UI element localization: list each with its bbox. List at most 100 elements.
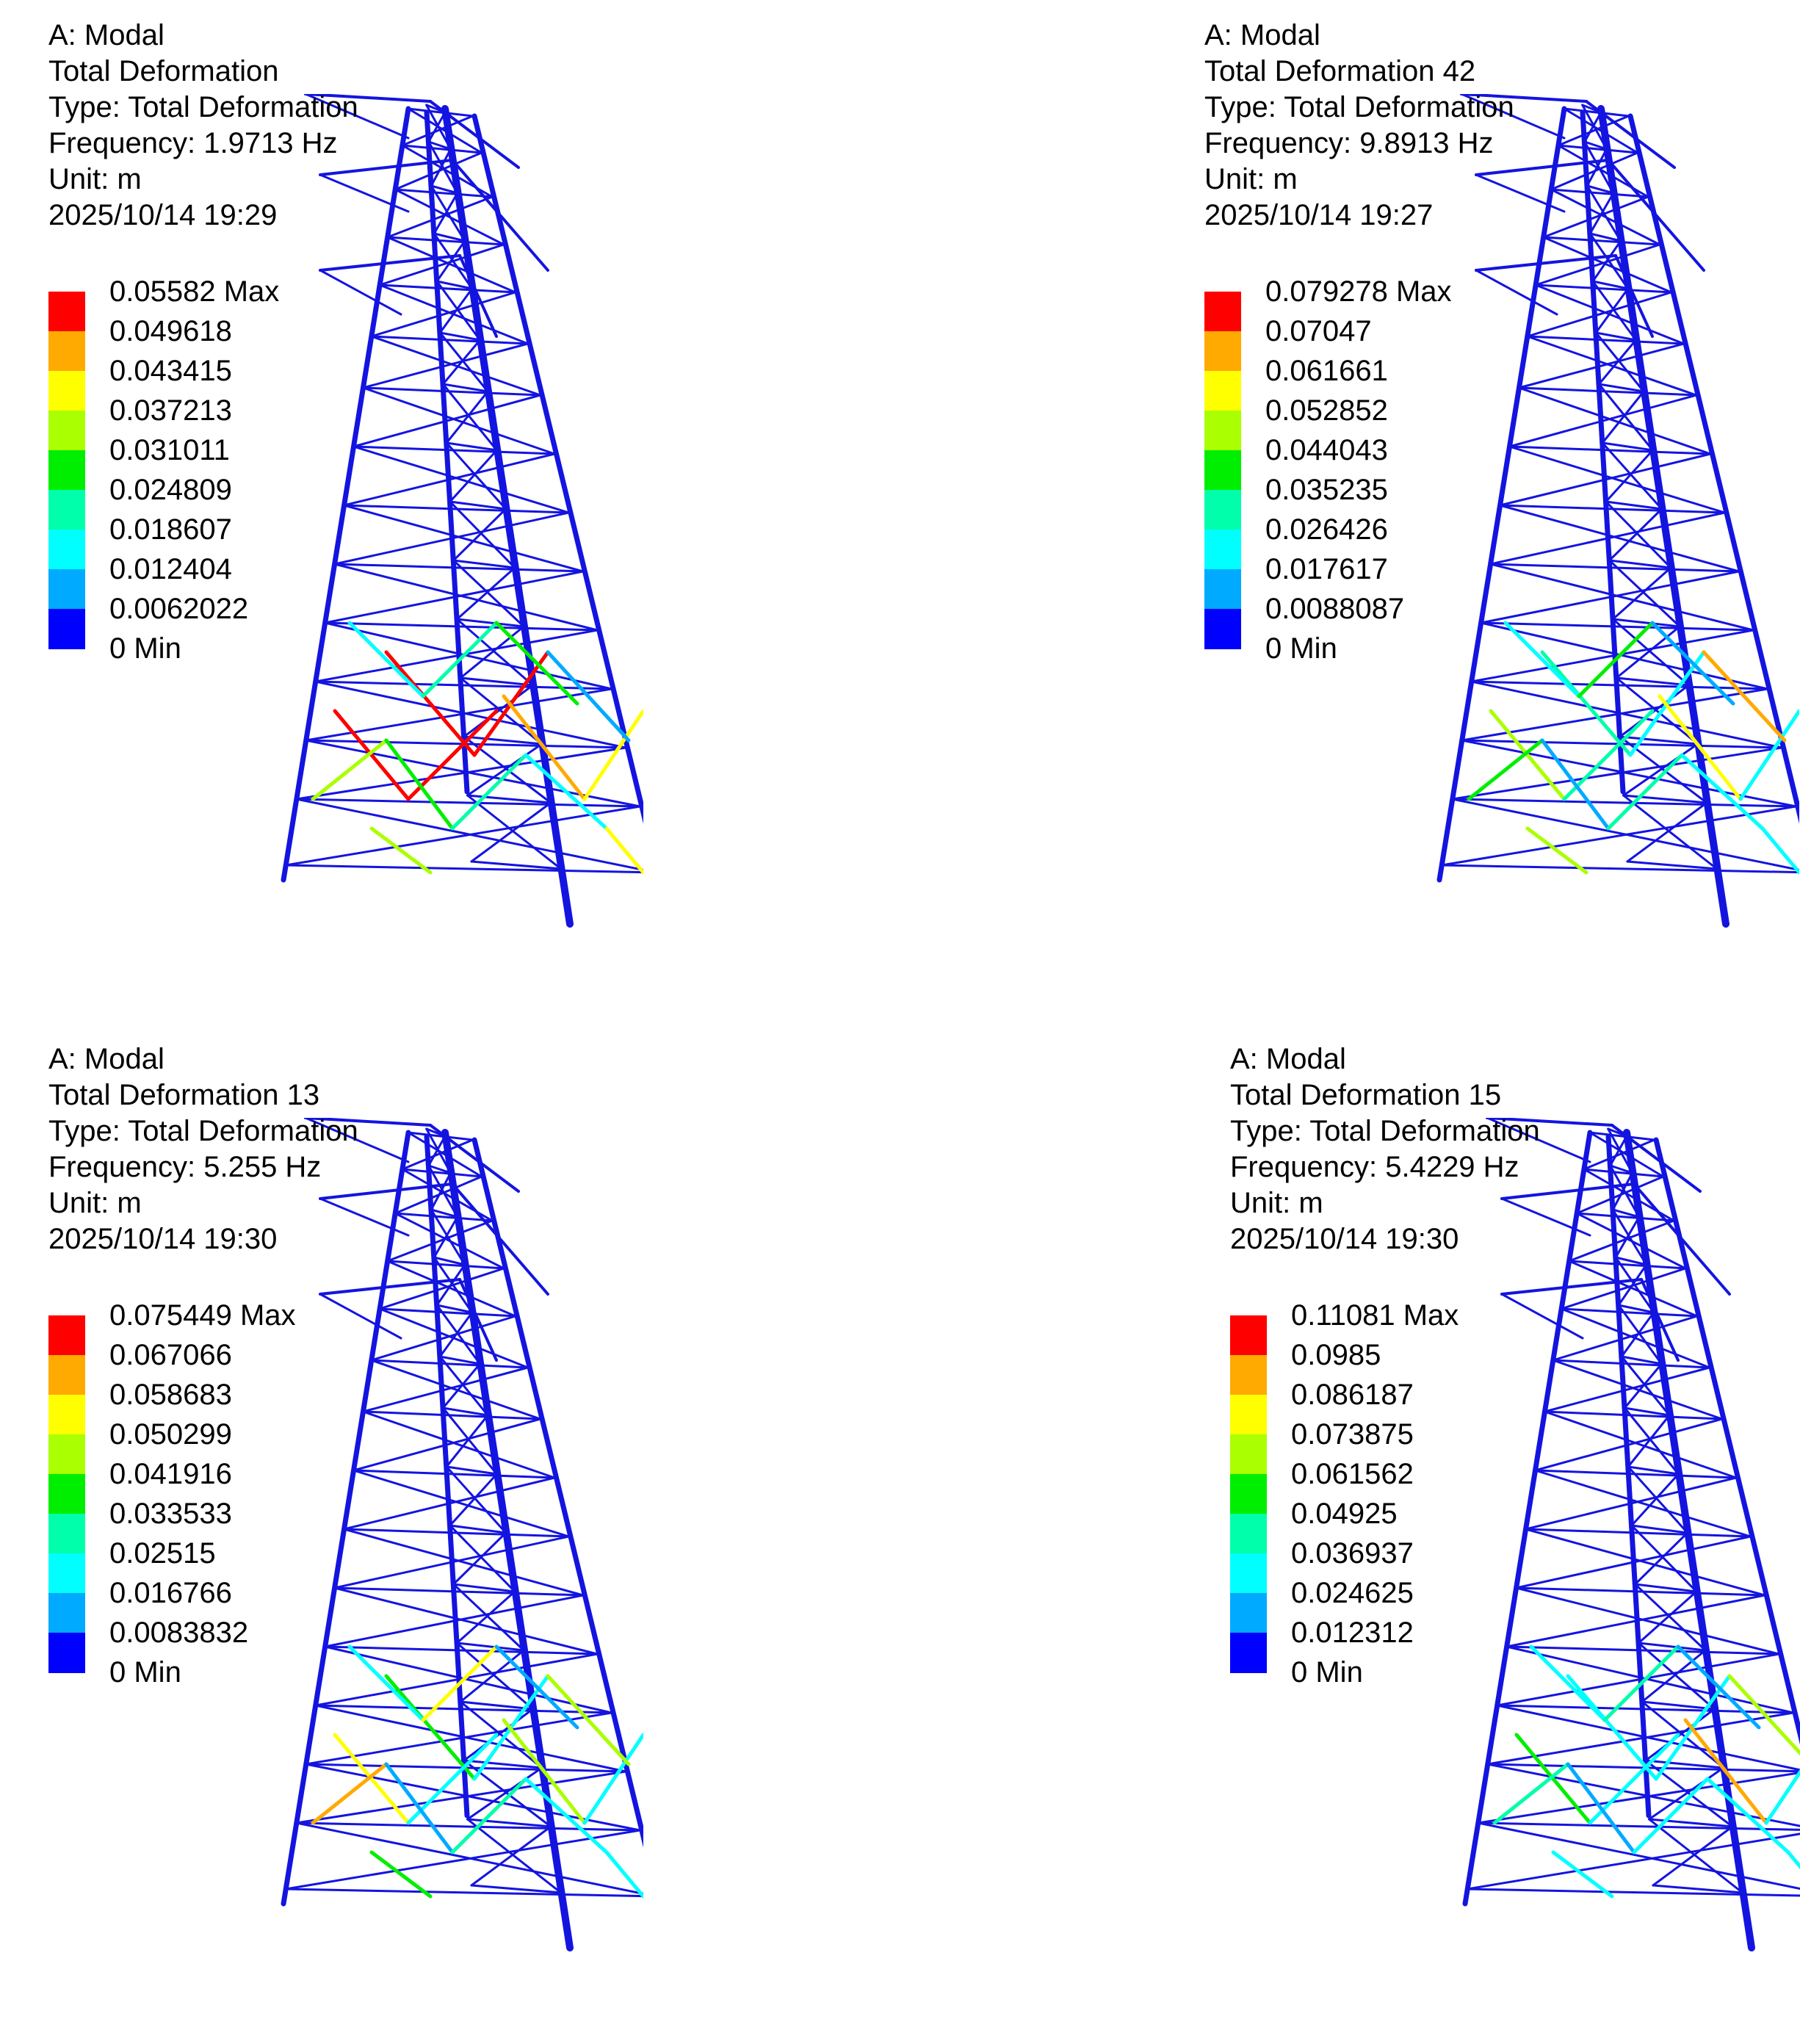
legend-swatch [48,530,85,570]
tower-brace [455,1590,516,1644]
legend-value-min: 0 Min [109,1656,181,1689]
tower-horizontal [1506,1645,1780,1655]
tower-leg [1605,1133,1652,1819]
legend-value: 0.026426 [1265,513,1388,546]
tower-brace [1594,331,1645,393]
legend-swatch [48,1514,85,1554]
legend-value: 0.050299 [109,1418,232,1451]
tower-leg [1462,1130,1593,1907]
tower-brace [1583,1138,1656,1171]
tower-deformation-plot [281,1118,643,1951]
legend-value: 0.036937 [1291,1537,1414,1570]
tower-brace [427,111,447,143]
legend-value: 0.018607 [109,513,232,546]
tower-brace [353,445,570,514]
tower-brace [1605,500,1672,569]
mode-frequency: Frequency: 9.8913 Hz [1204,127,1494,159]
tower-brace [1534,243,1661,286]
legend-value: 0.07047 [1265,315,1372,347]
tower-horizontal [314,680,613,690]
deformed-member [384,738,455,831]
result-unit: Unit: m [48,1187,142,1219]
tower-horizontal [1608,559,1672,569]
deformed-member [1540,738,1611,831]
legend-swatch [1230,1553,1267,1594]
tower-brace [1586,148,1608,187]
legend-swatch [48,1474,85,1514]
deformed-member [1529,1644,1607,1722]
deformed-member [384,1762,455,1855]
tower-brace [378,243,505,286]
tower-horizontal [378,1307,517,1318]
result-header: A: Modal Total Deformation 42 Type: Tota… [1204,18,1514,234]
tower-brace [459,1700,543,1769]
tower-horizontal [1652,1884,1744,1894]
result-timestamp: 2025/10/14 19:30 [1230,1223,1459,1255]
deformed-member [524,753,609,831]
tower-brace [455,566,516,621]
tower-brace [1451,746,1783,801]
tower-brace [1648,1818,1744,1894]
tower-horizontal [1609,1164,1634,1174]
tower-brace [1637,1590,1698,1644]
deformed-member [1514,1733,1592,1825]
tower-horizontal [463,735,543,745]
tower-brace [1611,1171,1634,1211]
tower-brace [1583,140,1615,195]
tower-brace [1461,687,1769,742]
tower-horizontal [1440,864,1799,874]
tower-brace [427,1164,459,1218]
deformed-member [311,1762,388,1825]
tower-brace [445,441,507,510]
mode-frequency: Frequency: 5.4229 Hz [1230,1151,1519,1183]
legend-value: 0.012404 [109,553,232,585]
tower-brace [1611,1208,1648,1266]
tower-horizontal [401,1168,483,1178]
tower-brace [1560,1267,1687,1310]
deformed-member [1738,709,1799,801]
tower-horizontal [449,1524,507,1534]
tower-horizontal [361,386,542,397]
deformed-member [1680,753,1765,831]
tower-horizontal [1480,621,1754,632]
tower-crossarm [458,254,498,338]
tower-horizontal [466,1818,552,1828]
tower-horizontal [427,140,452,151]
tower-brace [1626,801,1708,863]
tower-brace [314,1653,599,1707]
result-name: Total Deformation [48,55,279,87]
tower-leg [1436,106,1567,883]
tower-brace [449,1524,516,1593]
tower-horizontal [459,676,534,687]
tower-brace [284,805,641,867]
tower-horizontal [466,794,552,804]
tower-crossarm [1500,1293,1584,1340]
tower-brace [1486,1711,1795,1766]
tower-brace [1614,1256,1655,1314]
tower-brace [1609,1135,1628,1167]
tower-brace [284,1829,641,1890]
tower-brace [1499,504,1741,573]
tower-brace [1440,805,1797,867]
legend-swatch [1230,1355,1267,1395]
tower-horizontal [452,559,516,569]
result-name: Total Deformation 13 [48,1079,320,1111]
tower-horizontal [1597,383,1645,393]
tower-horizontal [1620,1355,1663,1365]
legend-value: 0.061562 [1291,1458,1414,1490]
deformed-member [604,1850,643,1899]
deformed-member [546,1674,631,1766]
legend-swatch [1204,530,1241,570]
tower-crossarm [458,1278,498,1362]
tower-horizontal [1601,441,1654,452]
tower-brace [1648,1766,1725,1821]
tower-horizontal [386,1260,505,1270]
tower-horizontal [361,1410,542,1420]
legend-value: 0.016766 [109,1577,232,1609]
tower-brace [466,743,543,797]
tower-brace [435,239,466,283]
tower-brace [386,1219,494,1263]
legend-swatch [1204,609,1241,649]
tower-brace [466,1818,563,1894]
tower-horizontal [1563,107,1630,118]
